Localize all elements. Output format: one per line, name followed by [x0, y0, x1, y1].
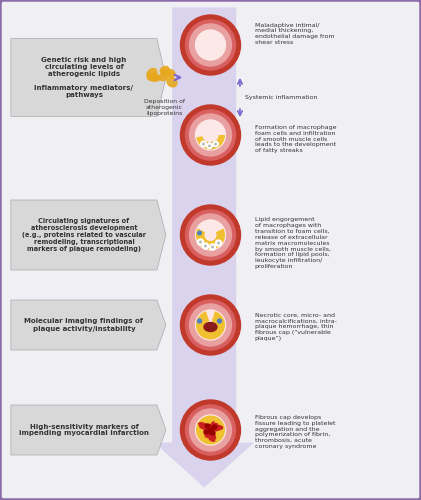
- Text: Circulating signatures of
atherosclerosis development
(e.g., proteins related to: Circulating signatures of atherosclerosi…: [22, 218, 146, 252]
- Ellipse shape: [150, 74, 160, 81]
- Text: Systemic inflammation: Systemic inflammation: [245, 95, 317, 100]
- Polygon shape: [11, 300, 166, 350]
- Polygon shape: [196, 228, 225, 250]
- Polygon shape: [196, 311, 225, 340]
- Circle shape: [197, 319, 202, 323]
- Ellipse shape: [210, 431, 215, 435]
- Ellipse shape: [167, 78, 177, 87]
- Circle shape: [195, 30, 226, 60]
- Ellipse shape: [205, 424, 210, 428]
- Circle shape: [195, 310, 226, 340]
- Circle shape: [218, 242, 219, 244]
- Circle shape: [186, 110, 235, 160]
- Text: Maladaptive intimal/
medial thickening,
endothelial damage from
shear stress: Maladaptive intimal/ medial thickening, …: [255, 22, 334, 45]
- Circle shape: [218, 319, 221, 323]
- Ellipse shape: [204, 430, 209, 434]
- Circle shape: [195, 415, 226, 445]
- Circle shape: [186, 210, 235, 260]
- Circle shape: [215, 143, 216, 145]
- Circle shape: [203, 143, 204, 145]
- Circle shape: [197, 239, 203, 245]
- Text: Lipid engorgement
of macrophages with
transition to foam cells,
release of extra: Lipid engorgement of macrophages with tr…: [255, 218, 331, 269]
- Circle shape: [210, 244, 216, 250]
- Circle shape: [186, 405, 235, 455]
- Circle shape: [181, 295, 240, 355]
- Polygon shape: [196, 135, 225, 150]
- Text: Deposition of
atherogenic
lipoproteins: Deposition of atherogenic lipoproteins: [144, 100, 184, 116]
- Ellipse shape: [211, 142, 218, 144]
- Ellipse shape: [212, 425, 217, 429]
- Text: Genetic risk and high
circulating levels of
atherogenic lipids

Inflammatory med: Genetic risk and high circulating levels…: [35, 57, 133, 98]
- Circle shape: [186, 300, 235, 350]
- Circle shape: [209, 145, 210, 147]
- Circle shape: [213, 141, 218, 147]
- Circle shape: [189, 24, 232, 66]
- Ellipse shape: [208, 428, 213, 432]
- Circle shape: [195, 220, 226, 250]
- Ellipse shape: [204, 322, 217, 332]
- Circle shape: [186, 20, 235, 70]
- Polygon shape: [154, 8, 254, 488]
- Circle shape: [181, 400, 240, 460]
- Circle shape: [189, 409, 232, 451]
- Text: Molecular imaging findings of
plaque activity/instability: Molecular imaging findings of plaque act…: [24, 318, 143, 332]
- Polygon shape: [197, 421, 223, 442]
- Circle shape: [189, 114, 232, 156]
- Text: High-sensitivity markers of
impending myocardial infarction: High-sensitivity markers of impending my…: [19, 424, 149, 436]
- Circle shape: [181, 205, 240, 265]
- Circle shape: [205, 245, 206, 247]
- Polygon shape: [11, 38, 166, 117]
- Polygon shape: [11, 405, 166, 455]
- Ellipse shape: [209, 144, 216, 148]
- Circle shape: [189, 304, 232, 346]
- Text: Fibrous cap develops
fissure leading to platelet
aggregation and the
polymerizat: Fibrous cap develops fissure leading to …: [255, 415, 335, 449]
- Ellipse shape: [203, 142, 210, 146]
- Ellipse shape: [147, 74, 160, 81]
- Ellipse shape: [160, 66, 169, 74]
- Circle shape: [207, 143, 212, 149]
- Circle shape: [212, 246, 213, 248]
- Ellipse shape: [147, 68, 157, 78]
- Text: Necrotic core, micro- and
macrocalcifications, intra-
plaque hemorrhage, thin
fi: Necrotic core, micro- and macrocalcifica…: [255, 312, 336, 340]
- Circle shape: [201, 141, 206, 147]
- Circle shape: [189, 214, 232, 256]
- Circle shape: [200, 241, 201, 243]
- Polygon shape: [196, 416, 225, 444]
- Ellipse shape: [205, 145, 212, 148]
- Circle shape: [181, 105, 240, 165]
- Circle shape: [198, 231, 201, 235]
- Ellipse shape: [159, 74, 167, 80]
- Circle shape: [203, 243, 208, 249]
- Circle shape: [216, 240, 221, 246]
- Ellipse shape: [161, 70, 171, 75]
- Polygon shape: [11, 200, 166, 270]
- Circle shape: [181, 15, 240, 75]
- Text: Formation of macrophage
foam cells and infiltration
of smooth muscle cells
leads: Formation of macrophage foam cells and i…: [255, 125, 336, 153]
- Ellipse shape: [165, 70, 175, 77]
- Circle shape: [195, 120, 226, 150]
